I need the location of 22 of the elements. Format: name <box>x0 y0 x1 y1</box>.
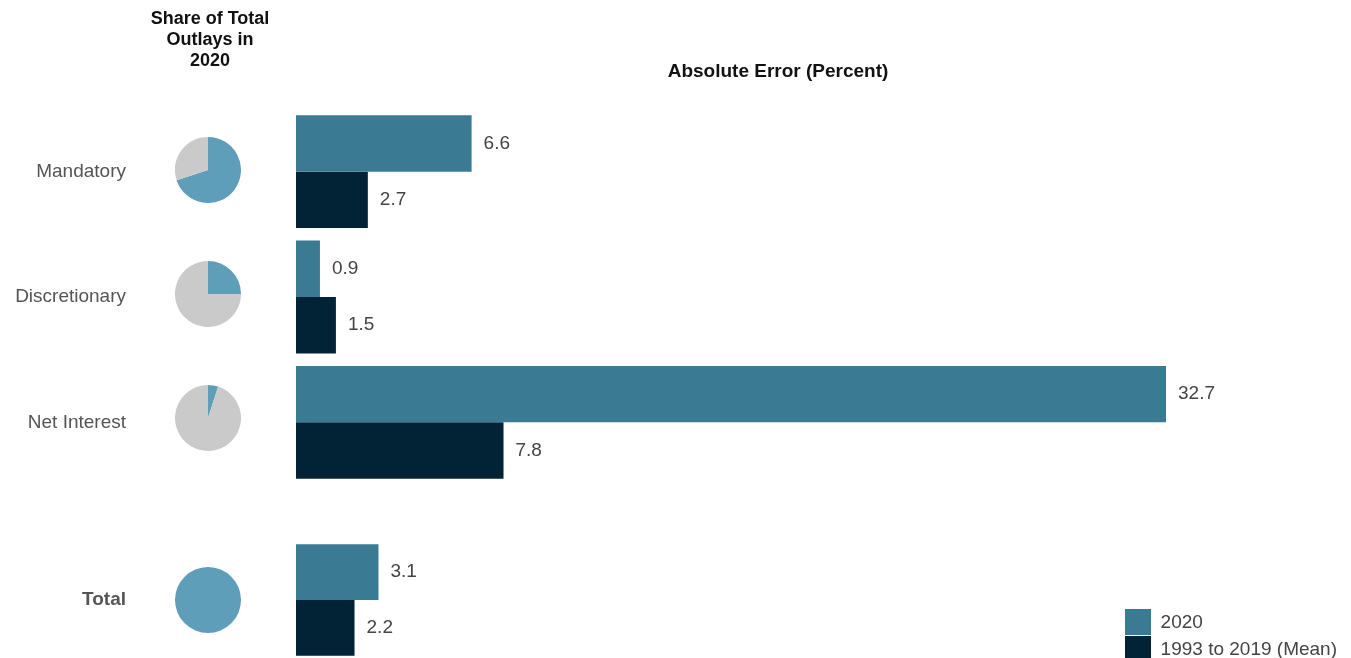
bar <box>296 297 336 354</box>
bar <box>296 171 368 229</box>
bar <box>296 115 472 172</box>
data-label: 1.5 <box>347 313 375 335</box>
data-label: 2.7 <box>379 188 407 210</box>
bar <box>296 365 1166 423</box>
legend-label: 1993 to 2019 (Mean) <box>1160 637 1337 658</box>
chart-title: Absolute Error (Percent) <box>667 60 889 82</box>
y-tick-label: Discretionary <box>15 285 127 307</box>
data-label: 32.7 <box>1178 382 1215 404</box>
data-label: 2.2 <box>366 616 393 638</box>
y-tick-label: Net Interest <box>27 410 127 432</box>
y-tick-label: Mandatory <box>36 159 127 181</box>
data-label: 0.9 <box>331 257 359 279</box>
bar <box>296 240 320 297</box>
legend-label: 2020 <box>1160 610 1203 633</box>
bar <box>296 422 504 479</box>
data-label: 3.1 <box>390 560 417 582</box>
data-label: 7.8 <box>515 438 542 460</box>
y-tick-label: Total <box>82 588 126 610</box>
chart-title: Share of Total Outlays in 2020 <box>149 8 271 71</box>
data-label: 6.6 <box>483 131 511 153</box>
